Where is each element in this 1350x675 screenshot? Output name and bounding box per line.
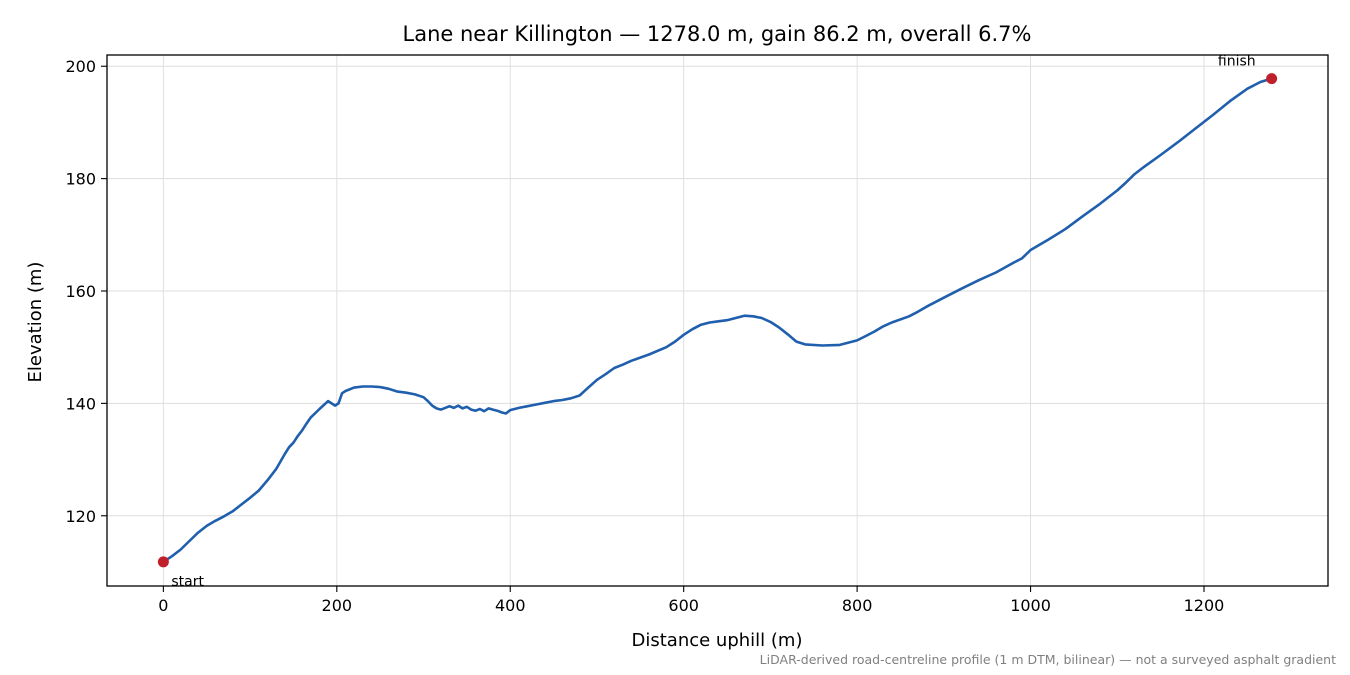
finish-annotation: finish [1218,54,1256,70]
start-annotation: start [171,574,204,590]
x-axis-label: Distance uphill (m) [632,630,803,651]
y-tick-label: 140 [65,394,96,413]
x-tick-label: 800 [842,596,873,615]
x-tick-label: 1200 [1184,596,1225,615]
x-tick-label: 1000 [1010,596,1051,615]
y-tick-label: 160 [65,282,96,301]
x-tick-label: 0 [158,596,168,615]
footnote: LiDAR-derived road-centreline profile (1… [760,652,1336,667]
x-tick-label: 600 [668,596,699,615]
grid [107,55,1328,586]
y-axis-label: Elevation (m) [25,262,46,383]
start-marker [157,556,169,568]
x-tick-label: 200 [322,596,353,615]
finish-marker [1266,73,1278,85]
elevation-line [162,77,1273,564]
axes: 0 200 400 600 800 1000 1200 120 140 160 180 200 [65,57,1224,615]
chart-title: Lane near Killington — 1278.0 m, gain 86… [403,22,1032,46]
y-tick-label: 180 [65,170,96,189]
x-tick-label: 400 [495,596,526,615]
y-tick-label: 200 [65,57,96,76]
plot-frame [106,54,1329,587]
y-tick-label: 120 [65,507,96,526]
series [162,77,1273,564]
